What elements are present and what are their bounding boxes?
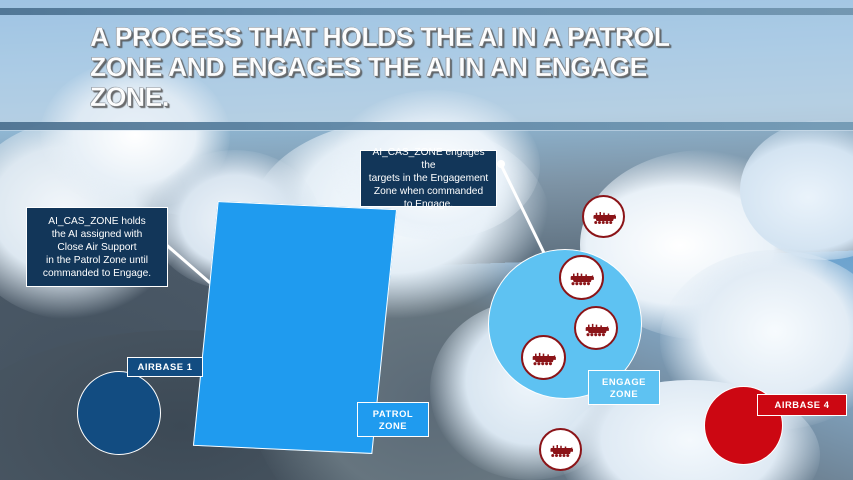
airbase-4-label[interactable]: AIRBASE 4	[757, 394, 847, 416]
target-marker-tank-1[interactable]	[582, 195, 625, 238]
target-marker-tank-4[interactable]	[521, 335, 566, 380]
target-marker-tank-5[interactable]	[539, 428, 582, 471]
airbase-1-label[interactable]: AIRBASE 1	[127, 357, 203, 377]
engage-zone-label[interactable]: ENGAGE ZONE	[588, 370, 660, 405]
target-marker-tank-2[interactable]	[559, 255, 604, 300]
tank-icon	[581, 320, 612, 337]
tank-icon	[546, 441, 576, 458]
patrol-zone-label[interactable]: PATROL ZONE	[357, 402, 429, 437]
page-title: A PROCESS THAT HOLDS THE AI IN A PATROL …	[90, 22, 670, 112]
tank-icon	[566, 269, 597, 286]
leader-dot-engage	[497, 160, 505, 168]
airbase-1-marker[interactable]	[77, 371, 161, 455]
title-band	[0, 0, 853, 131]
engage-callout[interactable]: AI_CAS_ZONE engages the targets in the E…	[360, 147, 497, 210]
band-rule-bottom	[0, 122, 853, 130]
band-rule-top	[0, 8, 853, 15]
tank-icon	[528, 349, 559, 366]
target-marker-tank-3[interactable]	[574, 306, 618, 350]
tank-icon	[589, 208, 619, 225]
patrol-hold-callout[interactable]: AI_CAS_ZONE holds the AI assigned with C…	[26, 207, 168, 287]
